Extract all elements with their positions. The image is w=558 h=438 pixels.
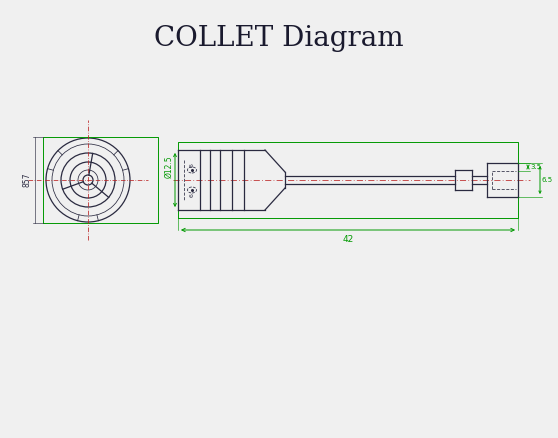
Text: 857: 857 [23,173,32,187]
Text: 42: 42 [343,235,354,244]
Text: 3.5: 3.5 [530,164,541,170]
Text: Ø12.5: Ø12.5 [164,155,173,178]
Text: 6: 6 [190,193,195,197]
Text: COLLET Diagram: COLLET Diagram [154,25,404,52]
Text: 6.5: 6.5 [542,177,553,183]
Text: 6: 6 [190,163,195,167]
